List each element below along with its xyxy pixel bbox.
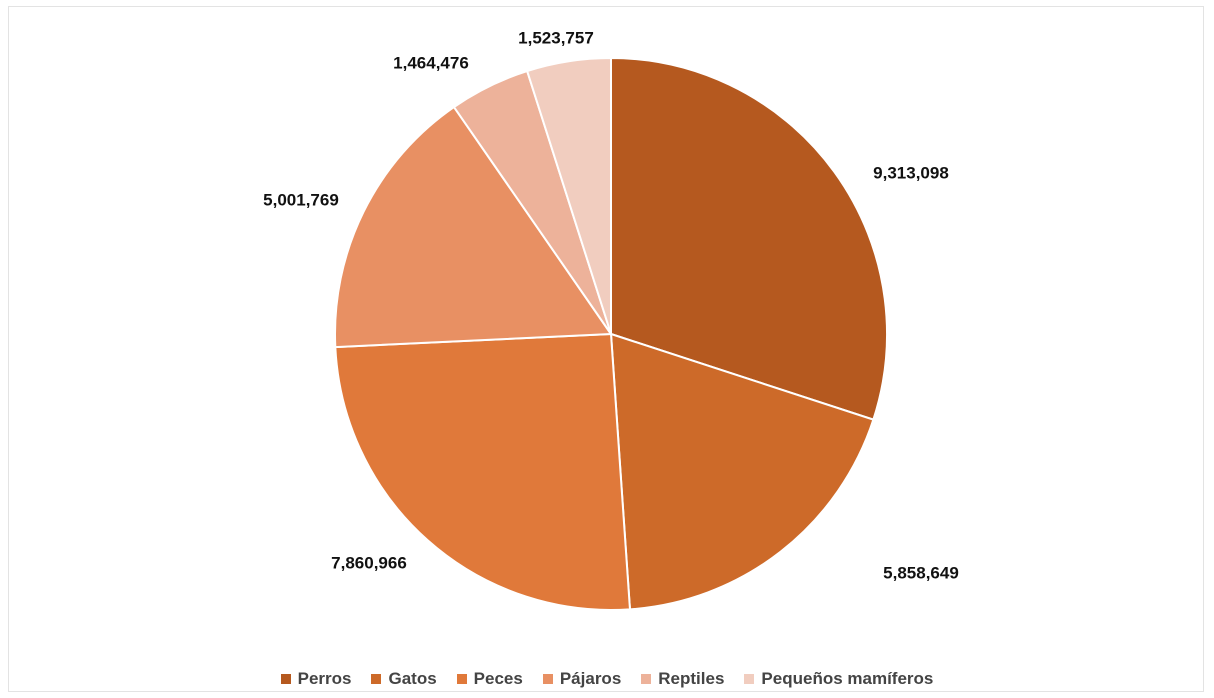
legend-label: Perros (297, 669, 352, 688)
legend-label: Peces (473, 669, 523, 688)
data-label-4: 5,001,769 (263, 190, 339, 209)
pie-slice-6 (525, 56, 612, 335)
legend-label: Pequeños mamíferos (761, 669, 934, 688)
legend-item-3: Peces (456, 669, 523, 689)
pie-slice-1 (610, 56, 888, 421)
legend-item-1: Perros (280, 669, 352, 689)
legend-item-4: Pájaros (542, 669, 622, 689)
legend-swatch (542, 674, 553, 684)
legend-swatch (641, 674, 652, 684)
data-label-1: 9,313,098 (873, 163, 949, 182)
legend-swatch (371, 674, 382, 684)
data-label-3: 7,860,966 (331, 553, 407, 572)
data-label-6: 1,523,757 (518, 28, 594, 47)
legend-swatch (456, 674, 467, 684)
legend-label: Gatos (388, 669, 437, 688)
legend-item-2: Gatos (371, 669, 437, 689)
legend-label: Pájaros (559, 669, 622, 688)
legend-item-5: Reptiles (641, 669, 724, 689)
legend-label: Reptiles (658, 669, 725, 688)
pie-slice-4 (334, 105, 613, 349)
legend: Perros Gatos Peces Pájaros Reptiles Pequeños … (0, 666, 1214, 692)
data-label-5: 1,464,476 (393, 53, 469, 72)
data-label-2: 5,858,649 (883, 563, 959, 582)
legend-swatch (744, 674, 755, 684)
pie-slice-3 (334, 332, 632, 611)
legend-swatch (280, 674, 291, 684)
pie-slice-2 (609, 332, 875, 611)
legend-item-6: Pequeños mamíferos (744, 669, 933, 689)
